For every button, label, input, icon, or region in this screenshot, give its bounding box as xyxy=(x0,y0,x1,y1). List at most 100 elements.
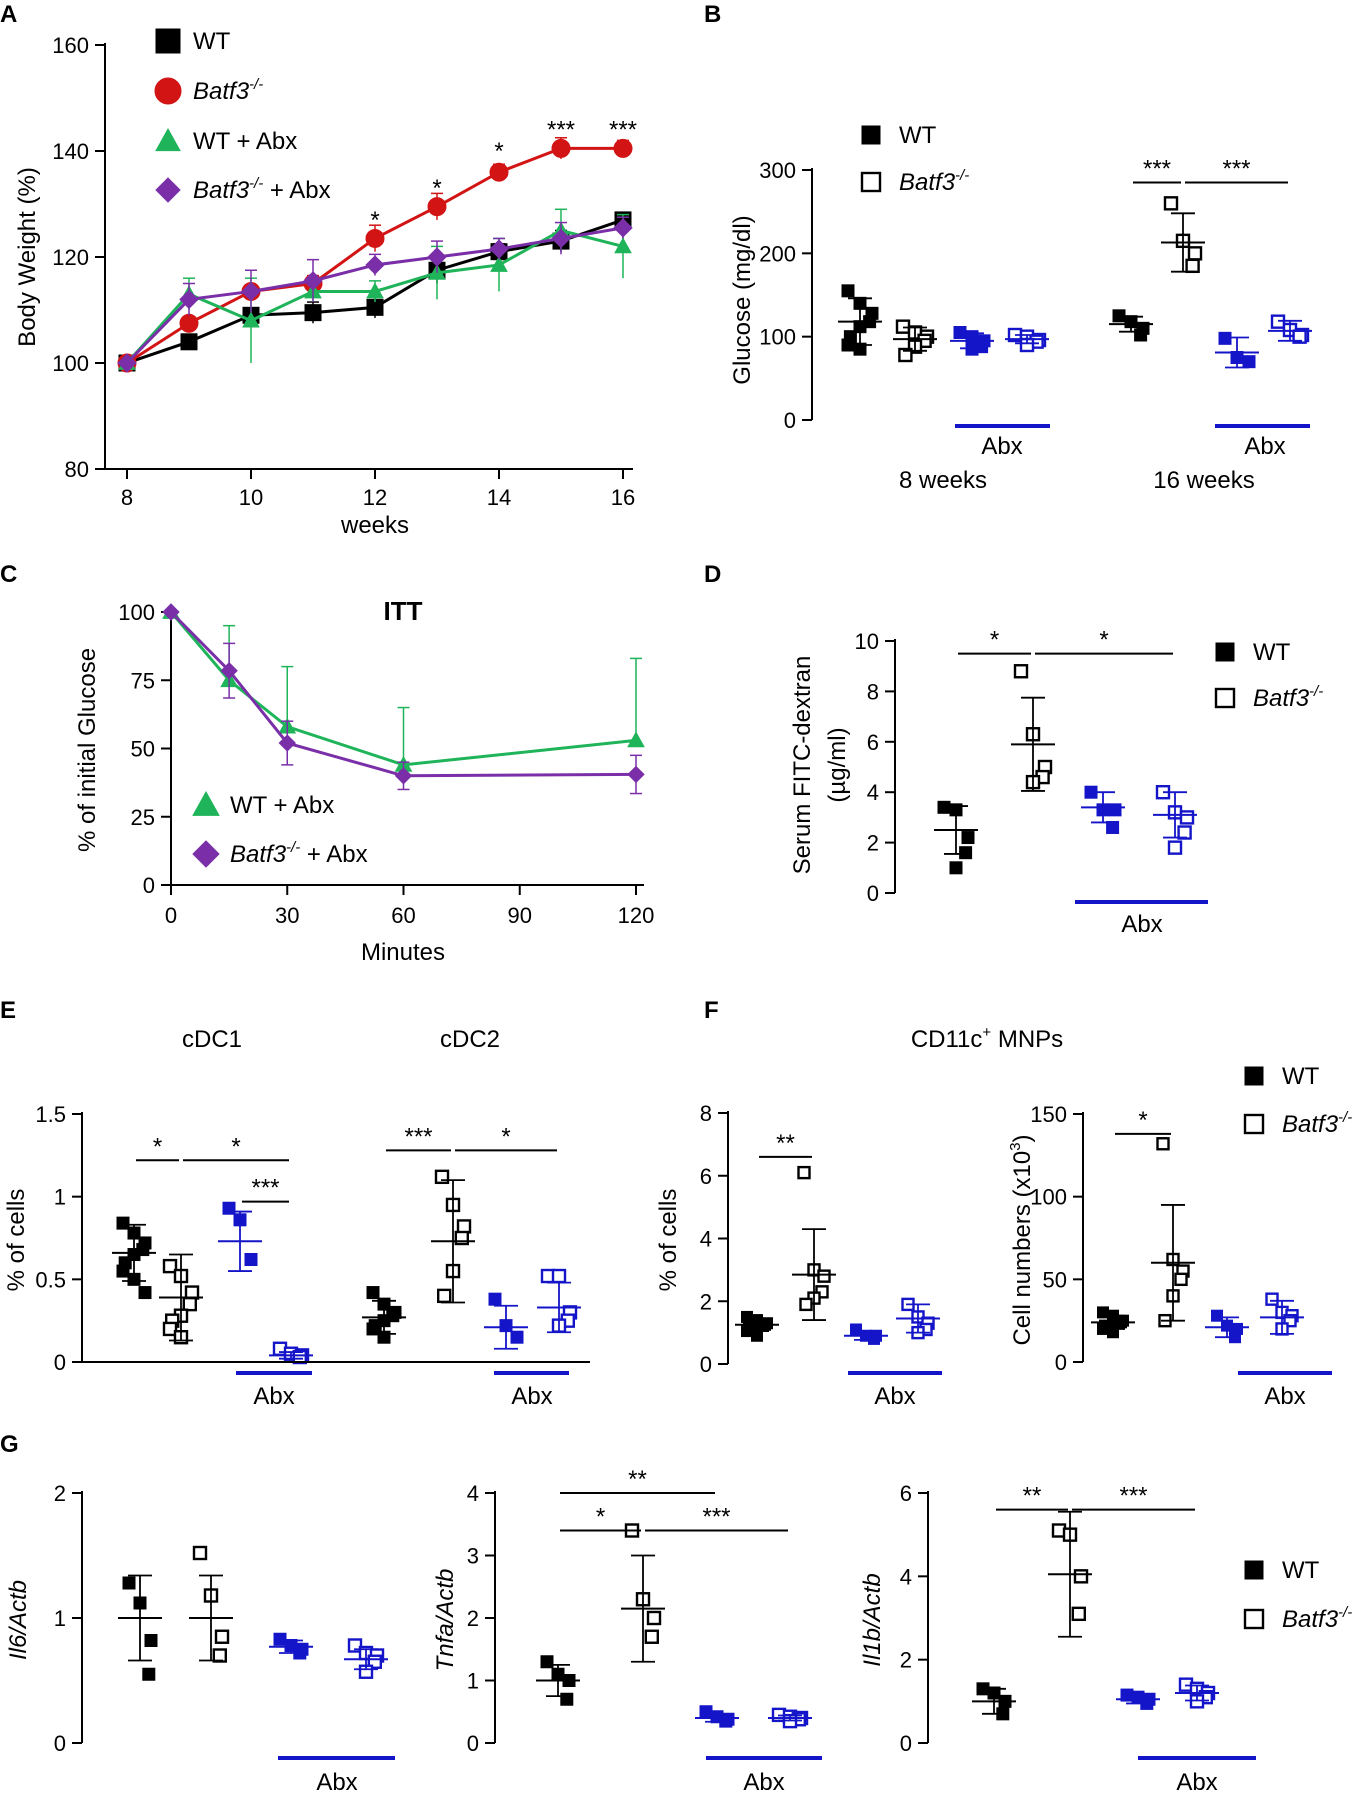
panel-letter-B: B xyxy=(704,1,721,28)
subtitle-cdc1: cDC1 xyxy=(182,1026,242,1053)
y-tick-label: 50 xyxy=(131,737,155,762)
data-group xyxy=(792,1165,836,1321)
y-tick-label: 0 xyxy=(467,1731,479,1756)
subtitle-cdc2: cDC2 xyxy=(440,1026,500,1053)
y-axis-label: Serum FITC-dextran xyxy=(789,656,816,875)
x-tick-label: 10 xyxy=(239,485,263,510)
legend-label: WT + Abx xyxy=(230,792,334,819)
data-point xyxy=(489,239,509,259)
legend-marker xyxy=(155,28,181,54)
x-tick-label: 90 xyxy=(508,903,532,928)
y-axis-label: Cell numbers (x103) xyxy=(1007,1134,1036,1345)
data-point xyxy=(366,1322,380,1336)
legend-batf3-label: Batf3-/- xyxy=(1282,1604,1352,1633)
data-point xyxy=(179,289,199,310)
data-point xyxy=(116,1216,130,1230)
abx-label: Abx xyxy=(981,433,1022,460)
legend-wt-marker xyxy=(1244,1066,1264,1086)
data-point xyxy=(456,1219,472,1234)
data-point xyxy=(138,1286,152,1300)
data-point xyxy=(1177,825,1192,840)
data-group xyxy=(1161,196,1205,274)
data-point xyxy=(241,281,261,302)
data-point xyxy=(1179,810,1195,825)
data-group xyxy=(344,1638,388,1679)
y-tick-label: 0 xyxy=(900,1731,912,1756)
legend-label: WT xyxy=(193,28,231,55)
data-point xyxy=(817,1269,831,1283)
y-tick-label: 150 xyxy=(1030,1102,1067,1127)
legend-batf3-name: Batf3 xyxy=(1253,685,1310,712)
data-point xyxy=(1174,1272,1188,1287)
y-tick-label: 80 xyxy=(65,457,89,482)
legend-marker xyxy=(192,790,220,816)
data-point xyxy=(490,255,508,272)
legend-wt-label: WT xyxy=(899,122,937,149)
panel-f-chart: CD11c+ MNPs 0 2 4 6 8 ** % of cells Abx 0 50 100 150… xyxy=(655,1024,1352,1410)
data-point xyxy=(117,353,137,373)
subtitle-cd11c: CD11c+ MNPs xyxy=(911,1024,1063,1053)
legend-sup: -/- xyxy=(249,175,263,192)
data-group xyxy=(621,1523,665,1663)
legend-name: Batf3 xyxy=(230,841,287,868)
y-tick-label: 4 xyxy=(900,1564,912,1589)
data-point xyxy=(182,1296,198,1312)
y-tick-label: 160 xyxy=(52,33,89,58)
significance-label: * xyxy=(990,627,999,654)
y-tick-label: 0 xyxy=(867,881,879,906)
data-group xyxy=(1091,1306,1135,1339)
significance-label: *** xyxy=(702,1504,730,1531)
panel-letter-E: E xyxy=(0,997,16,1024)
legend-sup: -/- xyxy=(249,76,263,93)
abx-label: Abx xyxy=(1244,433,1285,460)
x-tick-label: 60 xyxy=(391,903,415,928)
data-point xyxy=(1108,803,1122,817)
legend-batf3-sup: -/- xyxy=(1309,683,1323,700)
y-tick-label: 1 xyxy=(54,1185,66,1210)
data-point xyxy=(212,1648,228,1663)
y-axis-label: Glucose (mg/dl) xyxy=(729,215,756,384)
legend-name: Batf3 xyxy=(193,78,250,105)
abx-label: Abx xyxy=(316,1769,357,1796)
data-group xyxy=(1005,327,1049,353)
legend-batf3-marker xyxy=(1214,687,1236,709)
legend-batf3-label: Batf3-/- xyxy=(899,167,969,196)
data-point xyxy=(244,1252,258,1266)
data-group xyxy=(1153,785,1197,855)
y-axis-label: Il6/Actb xyxy=(5,1580,32,1660)
abx-label: Abx xyxy=(511,1383,552,1410)
y-tick-label: 140 xyxy=(52,139,89,164)
data-point xyxy=(644,1629,659,1644)
data-point xyxy=(1106,820,1120,834)
y-tick-label: 6 xyxy=(700,1164,712,1189)
y-tick-label: 6 xyxy=(867,730,879,755)
y-tick-label: 1 xyxy=(467,1669,479,1694)
group-label-16-weeks: 16 weeks xyxy=(1153,467,1254,494)
significance-label: * xyxy=(432,175,441,202)
legend-suffix: + Abx xyxy=(300,841,367,868)
data-group xyxy=(844,1323,888,1345)
x-tick-label: 12 xyxy=(363,485,387,510)
data-point xyxy=(366,282,384,299)
abx-label: Abx xyxy=(743,1769,784,1796)
data-point xyxy=(1156,1137,1170,1151)
data-point xyxy=(304,304,322,322)
data-point xyxy=(488,1292,502,1306)
y-tick-label: 1 xyxy=(54,1606,66,1631)
y-axis-label-units: (µg/ml) xyxy=(824,727,851,802)
data-group xyxy=(431,1169,475,1304)
data-point xyxy=(1163,196,1179,211)
y-tick-label: 0 xyxy=(54,1350,66,1375)
data-point xyxy=(220,661,238,680)
y-tick-label: 0 xyxy=(1055,1350,1067,1375)
legend-name: WT + Abx xyxy=(230,792,334,819)
y-tick-label: 3 xyxy=(467,1544,479,1569)
data-point xyxy=(699,1705,713,1719)
data-group xyxy=(695,1705,739,1728)
y-tick-label: 120 xyxy=(52,245,89,270)
data-point xyxy=(242,311,260,328)
panel-b-chart: 0 100 200 300 *** *** Glucose (mg/dl) Abx Abx 8 w… xyxy=(729,122,1312,494)
data-point xyxy=(937,800,951,814)
data-point xyxy=(551,228,571,249)
legend-wt-marker xyxy=(861,125,881,145)
